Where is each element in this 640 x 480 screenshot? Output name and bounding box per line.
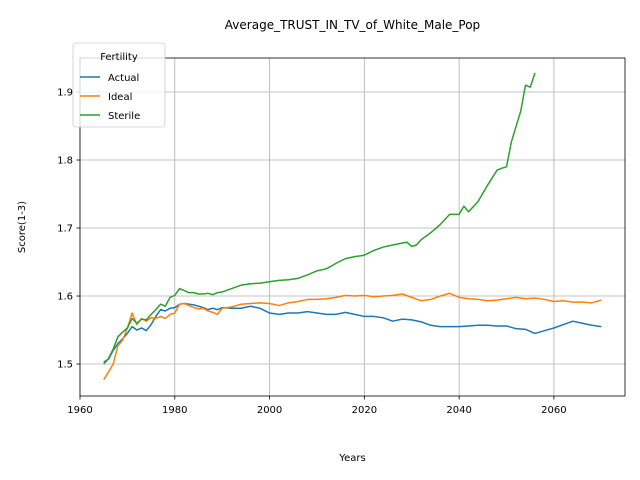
y-axis-label: Score(1-3)	[17, 201, 28, 253]
series-group	[103, 72, 602, 381]
legend-items: Actual Ideal Sterile	[80, 73, 140, 122]
series-line-ideal	[103, 292, 602, 381]
series-line-sterile	[103, 72, 536, 365]
legend: Fertility Actual Ideal Sterile	[72, 42, 166, 128]
x-tick-label: 2060	[541, 405, 566, 416]
y-tick-label: 1.6	[57, 292, 73, 303]
plot-frame	[79, 57, 626, 397]
grid	[79, 58, 625, 396]
legend-label-sterile: Sterile	[108, 111, 140, 122]
y-tick-label: 1.5	[57, 360, 73, 371]
x-tick-label: 2020	[352, 405, 377, 416]
x-tick-label: 1980	[162, 405, 187, 416]
legend-title: Fertility	[100, 52, 138, 63]
legend-label-actual: Actual	[108, 73, 139, 84]
x-tick-label: 2040	[446, 405, 471, 416]
x-axis-label: Years	[338, 453, 365, 464]
ticks: 1960 1980 2000 2020 2040 2060 1.5 1.6 1.7 1.8 1.9	[57, 88, 567, 416]
y-tick-label: 1.7	[57, 224, 73, 235]
y-tick-label: 1.9	[57, 88, 73, 99]
x-tick-label: 1960	[67, 405, 92, 416]
legend-box	[72, 42, 166, 128]
legend-label-ideal: Ideal	[108, 92, 132, 103]
chart-title: Average_TRUST_IN_TV_of_White_Male_Pop	[225, 18, 480, 32]
x-tick-label: 2000	[257, 405, 282, 416]
y-tick-label: 1.8	[57, 156, 73, 167]
